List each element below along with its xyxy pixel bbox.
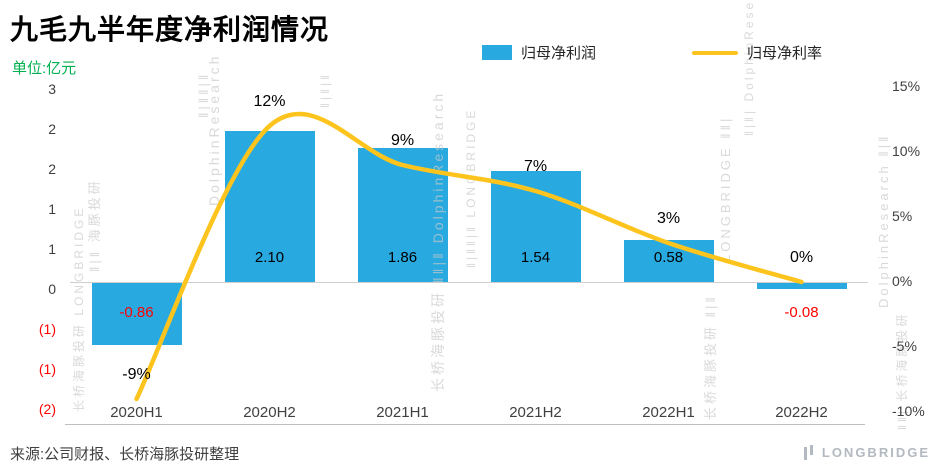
left-axis-tick: 1 bbox=[48, 241, 56, 257]
right-axis-tick: 15% bbox=[892, 78, 921, 94]
source-note: 来源:公司财报、长桥海豚投研整理 bbox=[10, 446, 240, 463]
legend: 归母净利润 归母净利率 bbox=[482, 42, 822, 63]
chart-title: 九毛九半年度净利润情况 bbox=[10, 14, 330, 45]
x-category-label: 2020H1 bbox=[110, 404, 163, 421]
legend-bar-label: 归母净利润 bbox=[521, 45, 597, 62]
right-axis-tick: 10% bbox=[892, 143, 921, 159]
x-category-label: 2020H2 bbox=[243, 404, 296, 421]
bar-value-label: -0.86 bbox=[119, 304, 154, 321]
x-category-label: 2021H2 bbox=[509, 404, 562, 421]
rate-label: 3% bbox=[656, 210, 681, 227]
longbridge-logo: LONGBRIDGE bbox=[803, 445, 930, 460]
rate-label: 9% bbox=[390, 132, 415, 149]
x-category-label: 2021H1 bbox=[376, 404, 429, 421]
longbridge-logo-text: LONGBRIDGE bbox=[821, 445, 930, 460]
rate-label: 0% bbox=[789, 249, 814, 266]
left-axis-tick: (1) bbox=[38, 361, 56, 377]
legend-item-net-profit: 归母净利润 bbox=[482, 42, 596, 63]
right-axis-tick: -5% bbox=[892, 338, 917, 354]
left-axis-tick: 0 bbox=[48, 281, 56, 297]
zero-gridline bbox=[70, 282, 868, 283]
left-axis-tick: 3 bbox=[48, 81, 56, 97]
right-axis-tick: 5% bbox=[892, 208, 913, 224]
left-axis-tick: 2 bbox=[48, 161, 56, 177]
left-axis-tick: 2 bbox=[48, 121, 56, 137]
rate-label: 7% bbox=[523, 158, 548, 175]
longbridge-logo-icon bbox=[803, 445, 813, 460]
legend-item-net-margin: 归母净利率 bbox=[692, 42, 822, 63]
bar-value-label: 2.10 bbox=[254, 249, 285, 266]
left-axis-tick: (1) bbox=[38, 321, 56, 337]
right-axis-tick: -10% bbox=[892, 403, 925, 419]
bar-value-label: 0.58 bbox=[653, 249, 684, 266]
x-category-label: 2022H1 bbox=[642, 404, 695, 421]
rate-label: 12% bbox=[253, 93, 286, 110]
unit-label: 单位:亿元 bbox=[12, 60, 77, 77]
bar-swatch-icon bbox=[482, 45, 512, 60]
bar-value-label: -0.08 bbox=[784, 304, 819, 321]
bar-value-label: 1.54 bbox=[520, 249, 551, 266]
bar-value-label: 1.86 bbox=[387, 249, 418, 266]
x-category-label: 2022H2 bbox=[775, 404, 828, 421]
legend-line-label: 归母净利率 bbox=[747, 45, 823, 62]
x-axis-line bbox=[65, 424, 865, 425]
right-axis-tick: 0% bbox=[892, 273, 913, 289]
left-axis-tick: 1 bbox=[48, 201, 56, 217]
line-swatch-icon bbox=[692, 50, 739, 55]
rate-label: -9% bbox=[122, 366, 151, 383]
left-axis-tick: (2) bbox=[38, 401, 56, 417]
bar bbox=[756, 283, 847, 289]
